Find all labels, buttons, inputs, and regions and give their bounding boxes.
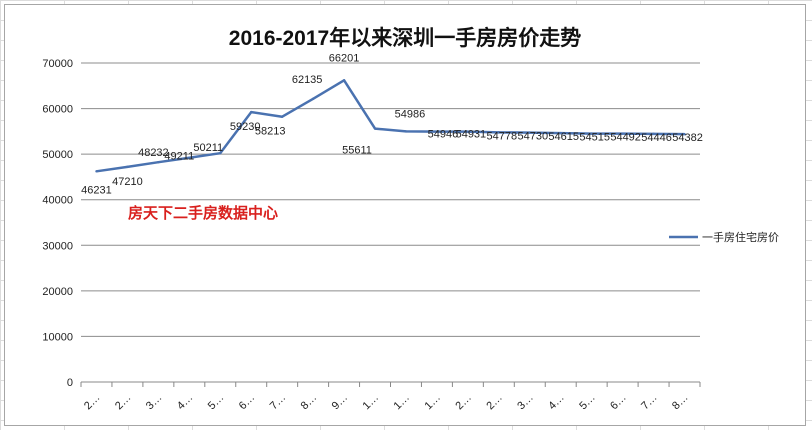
x-tick-label: 1… bbox=[361, 392, 382, 413]
y-tick-label: 10000 bbox=[42, 331, 73, 343]
data-point bbox=[219, 151, 222, 155]
data-label: 54986 bbox=[395, 108, 426, 120]
x-tick-label: 6… bbox=[237, 392, 258, 413]
data-point bbox=[311, 97, 315, 101]
data-point bbox=[188, 156, 191, 159]
data-point bbox=[528, 131, 531, 134]
data-point bbox=[126, 165, 129, 169]
chart-title: 2016-2017年以来深圳一手房房价走势 bbox=[229, 26, 581, 50]
x-tick-label: 1… bbox=[392, 392, 413, 413]
data-label: 54946 bbox=[428, 129, 459, 141]
gridlines bbox=[81, 62, 700, 383]
data-label: 50211 bbox=[193, 142, 223, 154]
x-tick-label: 8… bbox=[299, 392, 320, 413]
data-label: 54730 bbox=[517, 131, 548, 143]
data-label: 54492 bbox=[610, 132, 641, 144]
x-tick-label: 3… bbox=[144, 392, 165, 413]
y-tick-label: 60000 bbox=[42, 104, 73, 116]
data-label: 46231 bbox=[81, 184, 112, 196]
legend-label: 一手房住宅房价 bbox=[702, 230, 779, 244]
x-tick-label: 7… bbox=[268, 392, 289, 413]
data-point bbox=[466, 130, 470, 133]
data-label: 48232 bbox=[138, 147, 169, 159]
data-point bbox=[280, 115, 284, 118]
data-label: 62135 bbox=[292, 74, 323, 86]
x-tick-label: 8… bbox=[670, 392, 691, 413]
watermark-text: 房天下二手房数据中心 bbox=[128, 204, 278, 222]
x-tick-label: 2… bbox=[82, 392, 103, 413]
x-tick-label: 2… bbox=[484, 392, 505, 413]
data-label: 47210 bbox=[112, 176, 143, 188]
series-line bbox=[96, 79, 685, 173]
legend: 一手房住宅房价 bbox=[669, 230, 779, 244]
y-tick-label: 40000 bbox=[42, 195, 73, 207]
x-tick-label: 2… bbox=[113, 392, 134, 413]
y-tick-label: 20000 bbox=[42, 286, 73, 298]
data-point bbox=[590, 132, 593, 135]
data-label: 54615 bbox=[548, 131, 579, 143]
y-tick-label: 30000 bbox=[42, 240, 73, 252]
chart-frame[interactable]: 2016-2017年以来深圳一手房房价走势 0 10000 20000 30000 40… bbox=[4, 4, 806, 426]
data-label: 54778 bbox=[487, 130, 518, 142]
x-tick-label: 2… bbox=[453, 392, 474, 413]
data-point bbox=[652, 132, 655, 136]
y-axis-ticks: 0 10000 20000 30000 40000 50000 60000 70000 bbox=[42, 58, 73, 389]
series-lines bbox=[95, 79, 686, 173]
data-point bbox=[497, 131, 501, 134]
x-tick-label: 4… bbox=[175, 392, 196, 413]
y-tick-label: 50000 bbox=[42, 149, 73, 161]
line-chart: 2016-2017年以来深圳一手房房价走势 0 10000 20000 30000 40… bbox=[42, 26, 779, 413]
data-label: 49211 bbox=[164, 151, 194, 163]
data-point bbox=[342, 79, 346, 82]
data-point bbox=[621, 132, 624, 135]
data-point bbox=[373, 127, 377, 130]
x-axis-ticks: 2… 2… 3… 4… 5… 6… 7… 8… 9… 1… 1… 1… 2… 2… 3… 4… 5… 6… 7… 8… bbox=[80, 382, 701, 413]
y-tick-label: 0 bbox=[67, 377, 73, 389]
data-label: 54931 bbox=[456, 129, 487, 141]
data-label: 55611 bbox=[342, 145, 372, 157]
data-label: 59230 bbox=[230, 121, 261, 133]
data-point bbox=[435, 130, 439, 133]
data-point bbox=[559, 131, 562, 135]
x-tick-label: 1… bbox=[422, 392, 443, 413]
y-tick-label: 70000 bbox=[42, 58, 73, 70]
data-point bbox=[250, 110, 253, 114]
x-tick-label: 5… bbox=[206, 392, 227, 413]
x-tick-label: 7… bbox=[639, 392, 660, 413]
data-point bbox=[157, 160, 160, 164]
data-label: 54515 bbox=[579, 132, 610, 144]
data-point bbox=[95, 170, 98, 173]
data-label: 54446 bbox=[641, 132, 672, 144]
x-tick-label: 6… bbox=[608, 392, 629, 413]
data-point bbox=[683, 132, 686, 136]
data-label: 54382 bbox=[672, 132, 703, 144]
data-point bbox=[404, 130, 408, 133]
data-label: 66201 bbox=[329, 52, 360, 64]
x-tick-label: 5… bbox=[577, 392, 598, 413]
x-tick-label: 4… bbox=[546, 392, 567, 413]
x-tick-label: 9… bbox=[330, 392, 351, 413]
data-label: 58213 bbox=[255, 126, 286, 138]
x-tick-label: 3… bbox=[515, 392, 536, 413]
